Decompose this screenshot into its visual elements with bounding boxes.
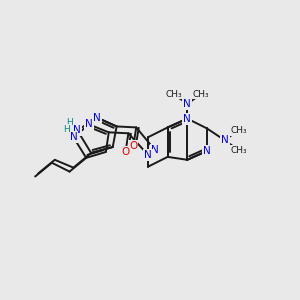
Text: N: N [93,112,101,123]
Text: O: O [121,147,130,157]
Text: CH₃: CH₃ [230,126,247,135]
Text: N: N [85,119,93,130]
Text: N: N [144,150,152,160]
Text: N: N [183,114,191,124]
Text: H: H [66,118,73,127]
Text: O: O [129,141,137,151]
Text: N: N [183,99,191,109]
Text: N: N [74,125,81,135]
Text: CH₃: CH₃ [230,146,247,154]
Text: CH₃: CH₃ [165,90,182,99]
Text: CH₃: CH₃ [193,90,209,99]
Text: H: H [63,125,70,134]
Text: N: N [203,146,211,156]
Text: N: N [70,132,77,142]
Text: N: N [151,145,159,155]
Text: N: N [221,135,229,145]
